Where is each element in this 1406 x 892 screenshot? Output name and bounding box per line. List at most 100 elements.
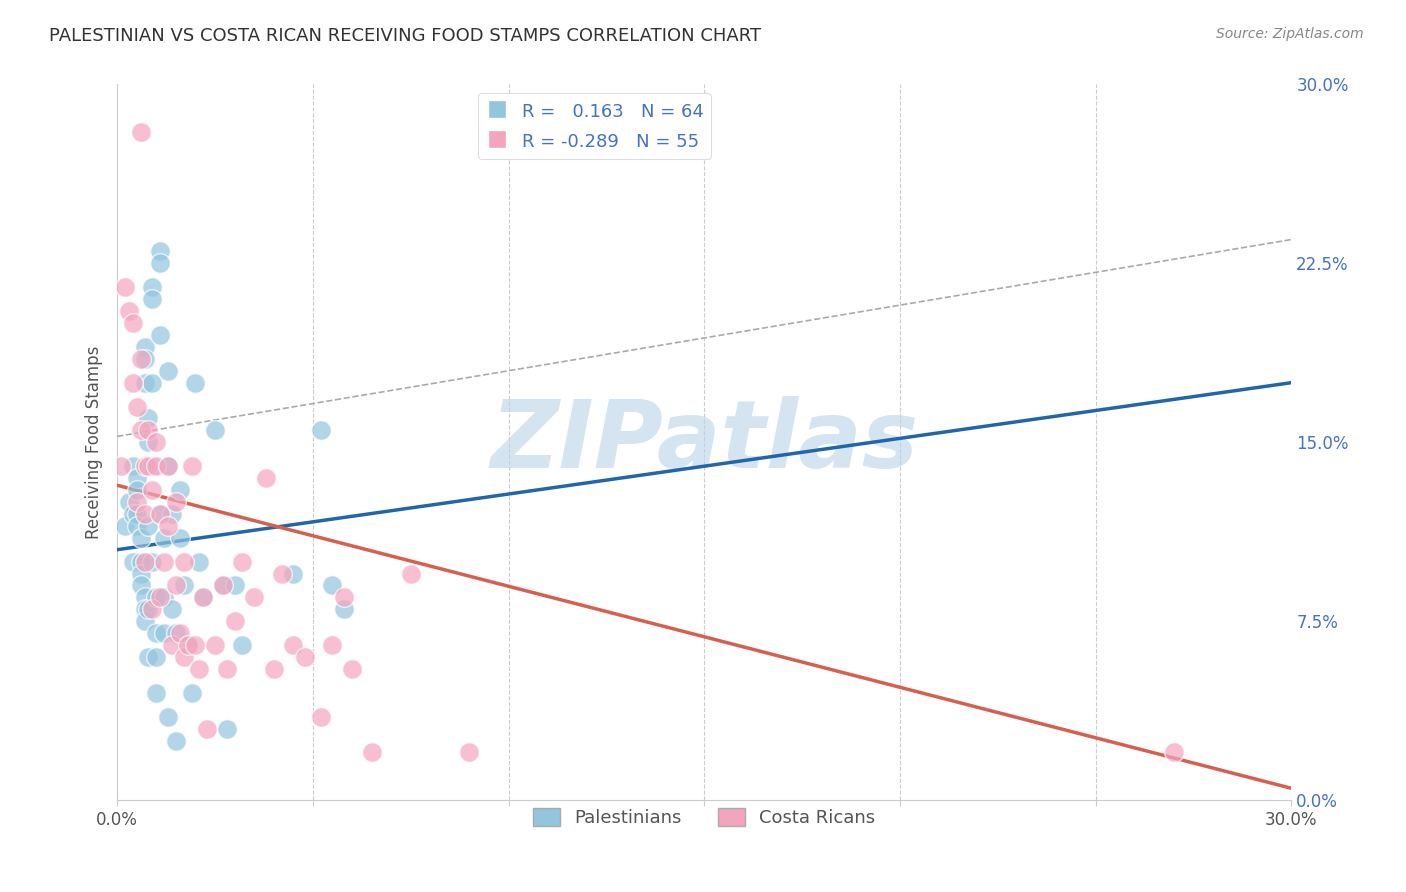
Point	[173, 578, 195, 592]
Point	[254, 471, 277, 485]
Point	[224, 578, 246, 592]
Point	[138, 459, 160, 474]
Point	[138, 602, 160, 616]
Point	[125, 400, 148, 414]
Point	[193, 591, 215, 605]
Point	[138, 424, 160, 438]
Point	[294, 650, 316, 665]
Text: Source: ZipAtlas.com: Source: ZipAtlas.com	[1216, 27, 1364, 41]
Point	[121, 316, 143, 330]
Point	[340, 662, 363, 676]
Point	[129, 424, 152, 438]
Point	[153, 555, 176, 569]
Point	[193, 591, 215, 605]
Point	[195, 722, 218, 736]
Point	[165, 626, 187, 640]
Point	[165, 733, 187, 747]
Point	[321, 638, 343, 652]
Point	[173, 650, 195, 665]
Point	[138, 435, 160, 450]
Point	[134, 507, 156, 521]
Point	[141, 376, 163, 390]
Point	[188, 662, 211, 676]
Point	[141, 602, 163, 616]
Point	[145, 435, 167, 450]
Point	[215, 662, 238, 676]
Legend: Palestinians, Costa Ricans: Palestinians, Costa Ricans	[526, 800, 883, 834]
Point	[157, 459, 180, 474]
Point	[160, 602, 183, 616]
Point	[129, 125, 152, 139]
Point	[157, 364, 180, 378]
Point	[141, 459, 163, 474]
Point	[270, 566, 292, 581]
Point	[129, 351, 152, 366]
Point	[169, 531, 191, 545]
Point	[169, 626, 191, 640]
Point	[125, 507, 148, 521]
Point	[138, 650, 160, 665]
Point	[138, 411, 160, 425]
Point	[134, 459, 156, 474]
Point	[134, 340, 156, 354]
Point	[118, 304, 141, 318]
Point	[243, 591, 266, 605]
Point	[129, 566, 152, 581]
Point	[263, 662, 285, 676]
Point	[121, 555, 143, 569]
Point	[149, 244, 172, 259]
Point	[129, 531, 152, 545]
Point	[309, 709, 332, 723]
Point	[129, 578, 152, 592]
Point	[149, 507, 172, 521]
Point	[134, 351, 156, 366]
Point	[125, 471, 148, 485]
Point	[134, 555, 156, 569]
Point	[138, 519, 160, 533]
Point	[134, 602, 156, 616]
Point	[149, 328, 172, 343]
Point	[215, 722, 238, 736]
Point	[145, 686, 167, 700]
Point	[125, 483, 148, 497]
Point	[134, 591, 156, 605]
Point	[149, 591, 172, 605]
Point	[180, 686, 202, 700]
Point	[399, 566, 422, 581]
Point	[134, 376, 156, 390]
Point	[114, 280, 136, 294]
Point	[153, 531, 176, 545]
Point	[129, 555, 152, 569]
Y-axis label: Receiving Food Stamps: Receiving Food Stamps	[86, 345, 103, 539]
Point	[212, 578, 235, 592]
Point	[309, 424, 332, 438]
Point	[224, 614, 246, 628]
Point	[173, 555, 195, 569]
Point	[176, 638, 198, 652]
Point	[176, 638, 198, 652]
Point	[188, 555, 211, 569]
Point	[157, 459, 180, 474]
Point	[134, 614, 156, 628]
Point	[110, 459, 132, 474]
Point	[153, 626, 176, 640]
Point	[321, 578, 343, 592]
Point	[149, 256, 172, 270]
Point	[121, 507, 143, 521]
Point	[157, 709, 180, 723]
Point	[1163, 746, 1185, 760]
Point	[204, 638, 226, 652]
Point	[184, 376, 207, 390]
Text: PALESTINIAN VS COSTA RICAN RECEIVING FOOD STAMPS CORRELATION CHART: PALESTINIAN VS COSTA RICAN RECEIVING FOO…	[49, 27, 761, 45]
Point	[160, 507, 183, 521]
Point	[458, 746, 481, 760]
Point	[149, 507, 172, 521]
Point	[169, 483, 191, 497]
Point	[141, 555, 163, 569]
Point	[145, 626, 167, 640]
Point	[333, 602, 356, 616]
Point	[145, 650, 167, 665]
Point	[141, 483, 163, 497]
Point	[231, 555, 253, 569]
Point	[125, 519, 148, 533]
